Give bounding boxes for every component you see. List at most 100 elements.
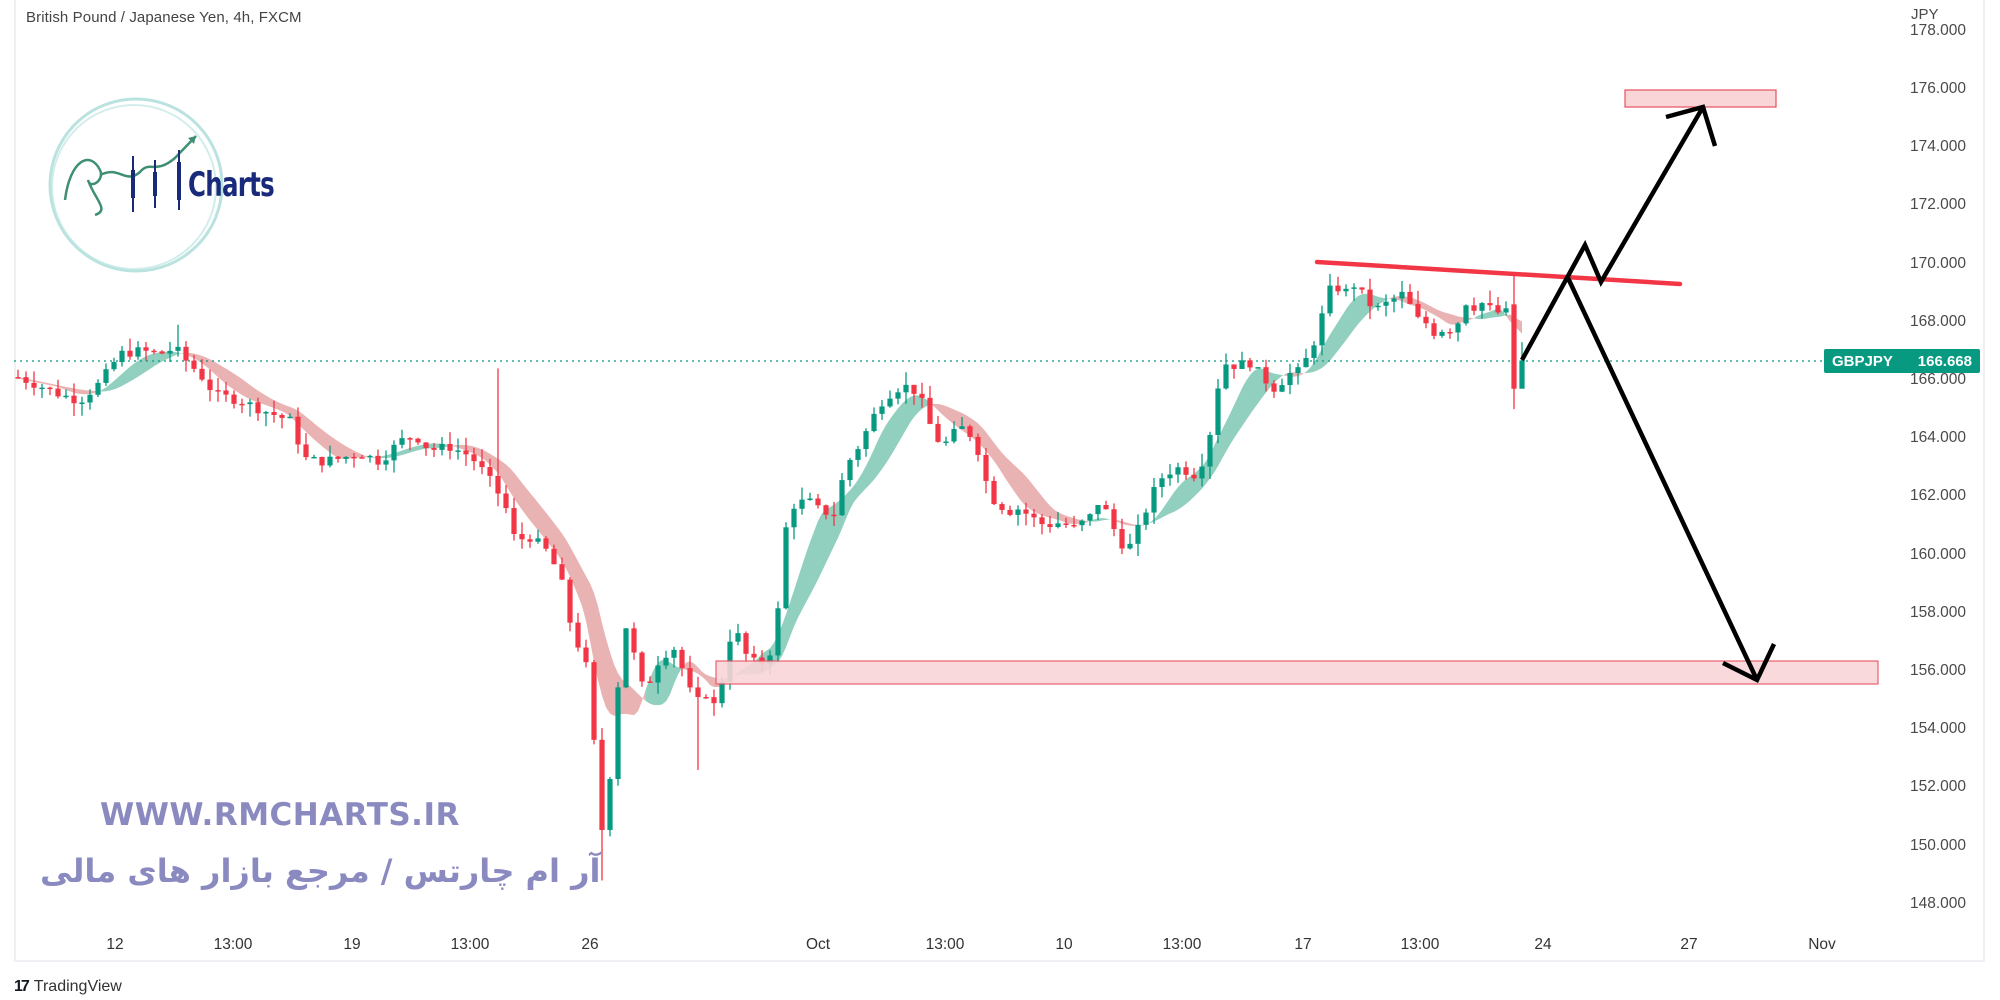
candle-down [55,379,61,399]
tradingview-logo[interactable]: 17 TradingView [14,978,122,996]
bullish-scenario-arrow[interactable] [1520,105,1705,362]
candle-up [1455,322,1461,342]
candle-down [15,369,21,379]
candle-up [1175,462,1181,483]
candle-down [199,359,205,382]
candle-down [1231,364,1237,379]
candle-up [1239,351,1245,370]
candle-up [1079,519,1085,532]
candle-down [815,494,821,509]
candle-down [143,342,149,361]
candle-down [319,456,325,473]
price-tick: 158.000 [1910,603,1967,621]
candle-up [943,436,949,446]
logo-text: Charts [188,165,275,205]
candle-up [1399,280,1405,309]
candle-up [119,346,125,367]
time-tick: 13:00 [1400,936,1440,953]
candle-up [1055,512,1061,529]
candle-down [375,449,381,471]
candle-down [743,631,749,664]
candle-up [383,450,389,471]
price-tick: 154.000 [1910,720,1967,738]
candle-up [1135,514,1141,557]
candle-down [359,455,365,459]
candle-down [335,455,341,463]
candle-down [407,437,413,451]
candle-down [431,443,437,457]
price-tick: 172.000 [1910,196,1967,214]
candle-up [1151,477,1157,524]
candle-up [1319,305,1325,356]
arrowhead-up-icon[interactable] [1665,104,1718,147]
currency-label: JPY [1911,6,1939,23]
target-zone[interactable] [1624,89,1777,108]
watermark-tagline: آر ام چارتس / مرجع بازار های مالی [40,852,601,890]
candle-up [1207,431,1213,479]
candle-down [983,448,989,494]
candle-up [439,437,445,456]
candle-up [1503,301,1509,316]
candle-down [1119,518,1125,555]
candle-down [519,522,525,549]
candle-down [567,577,573,632]
candle-up [663,650,669,670]
candle-down [1335,276,1341,296]
candle-down [1071,515,1077,528]
candle-up [855,445,861,467]
candle-up [1215,379,1221,444]
candle-down [1263,359,1269,392]
arrowhead-down-icon[interactable] [1721,643,1777,684]
candle-up [39,383,45,398]
drawings[interactable] [715,89,1879,685]
time-tick: 24 [1534,936,1552,953]
candle-up [623,627,629,689]
candle-up [391,440,397,473]
candle-down [151,348,157,355]
candle-down [559,557,565,581]
candle-down [687,655,693,693]
candle-up [1391,294,1397,313]
candle-down [31,371,37,396]
candle-up [951,421,957,444]
candle-down [1447,328,1453,339]
candle-up [863,428,869,457]
candle-up [263,410,269,427]
candle-up [1311,341,1317,365]
candle-up [1479,302,1485,319]
candle-up [399,429,405,449]
candle-up [175,324,181,357]
candle-down [1111,503,1117,537]
candle-up [607,776,613,837]
price-tick: 160.000 [1910,545,1967,563]
candle-up [1143,508,1149,530]
resistance-trendline[interactable] [1314,259,1683,287]
candle-up [655,655,661,694]
candle-up [1015,505,1021,526]
candle-down [967,424,973,442]
candle-down [423,442,429,456]
bearish-scenario-arrow[interactable] [1565,277,1760,681]
support-zone[interactable] [715,660,1879,685]
time-tick: 17 [1294,936,1312,953]
candle-down [471,447,477,471]
candle-down [487,458,493,487]
candle-down [1023,502,1029,526]
price-tick: 162.000 [1910,487,1967,505]
candle-down [1487,290,1493,311]
price-tick: 176.000 [1910,80,1967,97]
candle-up [1255,366,1261,369]
candle-down [463,437,469,466]
candle-up [1279,378,1285,393]
time-tick: 13:00 [213,936,253,953]
candle-down [1415,290,1421,319]
candle-down [191,354,197,373]
candle-down [695,676,701,770]
candle-down [823,504,829,520]
candle-up [327,445,333,468]
candle-down [271,400,277,423]
candle-up [79,396,85,416]
candle-up [247,398,253,417]
time-tick: 19 [343,936,361,953]
